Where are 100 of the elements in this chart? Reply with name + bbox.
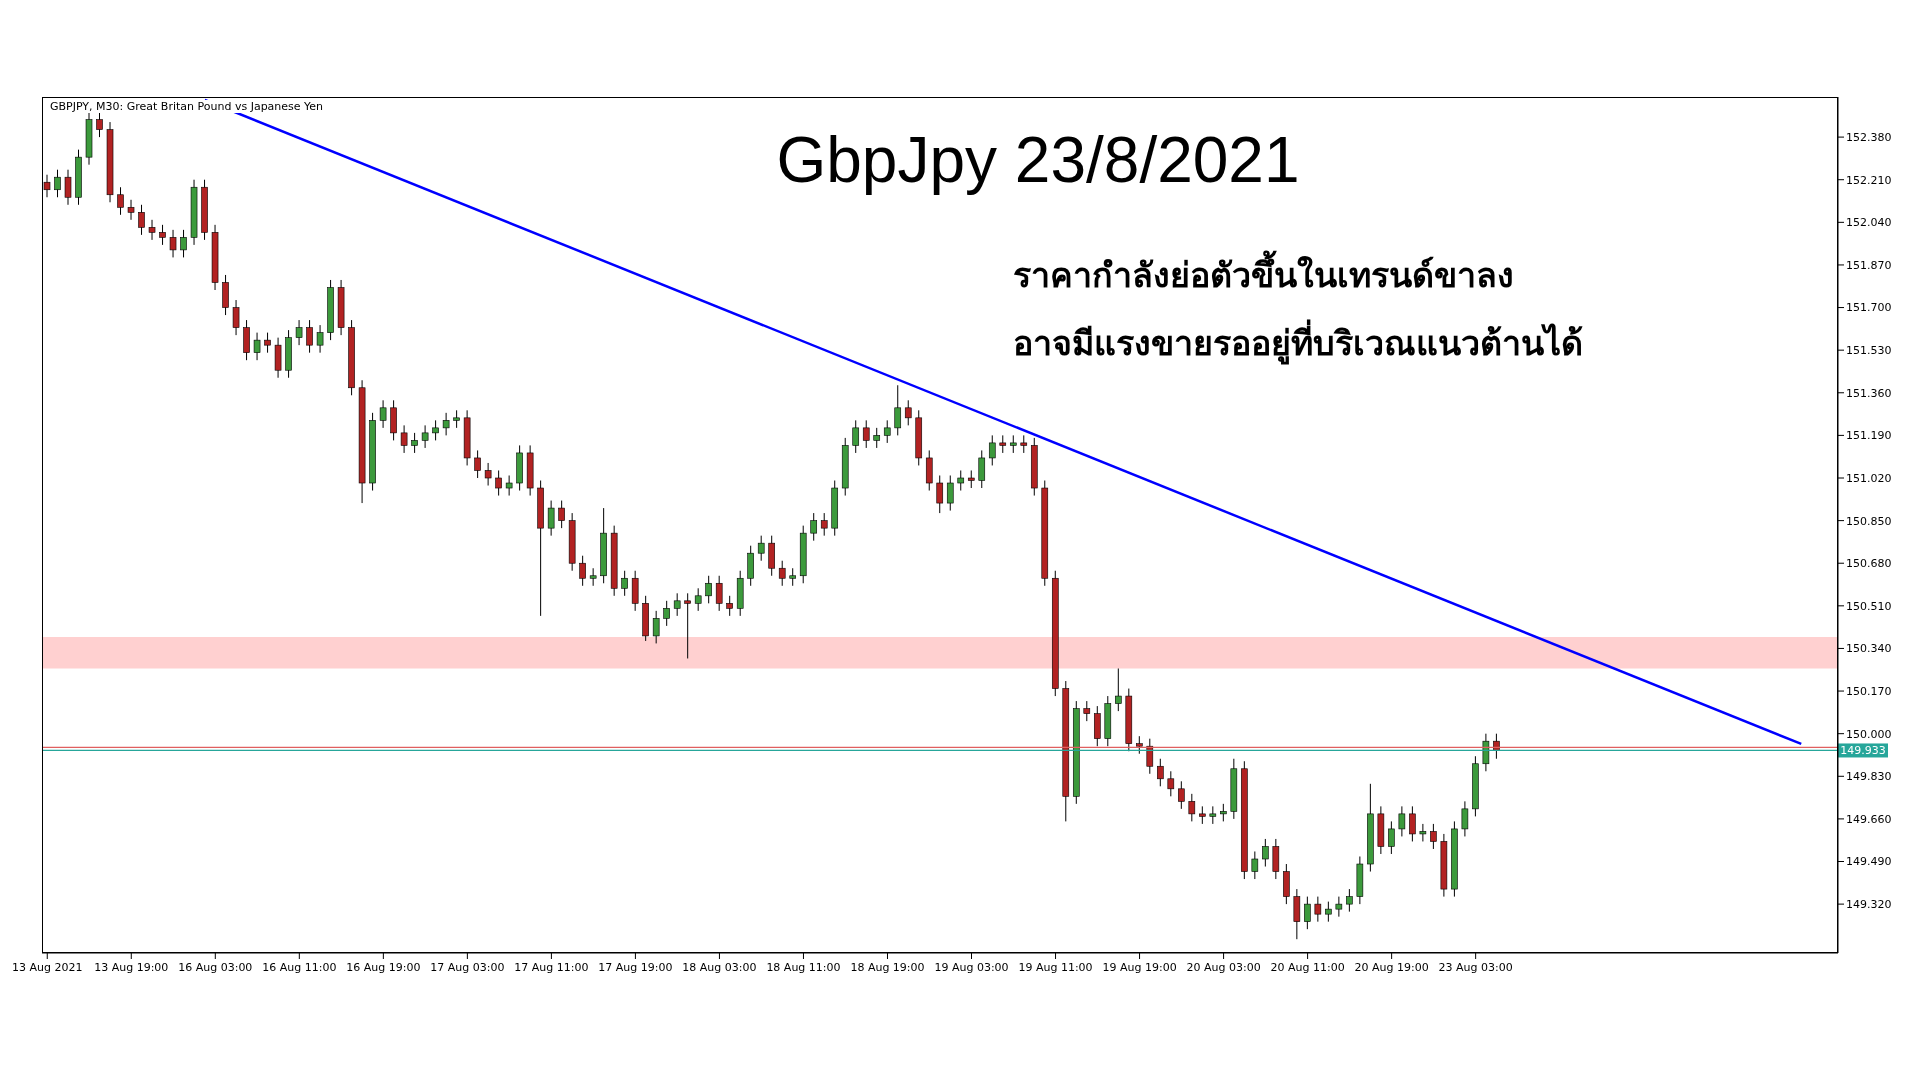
- candlestick: [169, 229, 177, 258]
- x-tick-label: 20 Aug 03:00: [1186, 961, 1261, 974]
- y-tick-label: 151.190: [1846, 429, 1892, 443]
- candlestick: [295, 319, 303, 346]
- candlestick: [684, 592, 691, 659]
- candlestick: [1167, 770, 1175, 797]
- candlestick: [1146, 738, 1154, 775]
- candlestick: [442, 412, 450, 436]
- y-tick-label: 149.320: [1846, 898, 1892, 912]
- y-tick-label: 150.170: [1846, 684, 1892, 698]
- candlestick: [820, 512, 828, 537]
- y-tick-label: 152.040: [1846, 216, 1892, 230]
- y-tick-label: 149.660: [1846, 812, 1892, 826]
- candlestick: [673, 592, 681, 617]
- candlestick: [957, 469, 965, 492]
- candlestick: [159, 224, 166, 246]
- candlestick: [1178, 780, 1185, 810]
- candlestick: [232, 299, 240, 336]
- x-tick-label: 18 Aug 19:00: [850, 961, 925, 974]
- candlestick: [1115, 668, 1122, 712]
- candlestick: [726, 595, 733, 617]
- candlestick: [1314, 896, 1322, 923]
- candlestick: [1409, 805, 1416, 842]
- candlestick: [1251, 850, 1259, 880]
- candlestick: [264, 332, 271, 354]
- y-tick-label: 149.830: [1846, 770, 1892, 784]
- candlestick: [1461, 800, 1469, 837]
- candlestick: [1388, 820, 1395, 855]
- candlestick: [1398, 805, 1406, 837]
- candlestick: [96, 111, 103, 138]
- candlestick: [379, 399, 387, 429]
- candlestick: [547, 500, 555, 537]
- y-tick-label: 152.210: [1846, 173, 1892, 187]
- candlestick: [663, 600, 670, 627]
- y-tick-label: 151.700: [1846, 301, 1892, 315]
- x-tick-label: 19 Aug 03:00: [934, 961, 1009, 974]
- candlestick: [148, 219, 156, 241]
- x-tick-label: 16 Aug 11:00: [262, 961, 337, 974]
- candlestick: [1335, 896, 1343, 918]
- candlestick: [579, 555, 586, 587]
- candlestick: [1482, 733, 1490, 772]
- ref-line-label: 149.933: [1840, 744, 1886, 758]
- candlestick: [852, 419, 860, 454]
- chart-title: GbpJpy 23/8/2021: [775, 123, 1301, 197]
- candlestick: [894, 384, 902, 436]
- y-tick-label: 150.000: [1846, 727, 1892, 741]
- candlestick: [400, 424, 408, 454]
- x-tick-label: 23 Aug 03:00: [1438, 961, 1513, 974]
- x-tick-label: 18 Aug 11:00: [766, 961, 841, 974]
- candlestick: [411, 432, 418, 454]
- candlestick: [694, 587, 702, 612]
- candlestick: [316, 324, 324, 354]
- x-tick-label: 20 Aug 19:00: [1354, 961, 1429, 974]
- x-tick-label: 13 Aug 19:00: [94, 961, 169, 974]
- y-tick-label: 151.360: [1846, 386, 1892, 400]
- candlestick: [810, 512, 818, 542]
- y-tick-label: 149.490: [1846, 855, 1892, 869]
- candlestick: [1430, 823, 1437, 850]
- x-tick-label: 17 Aug 11:00: [514, 961, 589, 974]
- candlestick: [705, 575, 712, 604]
- candlestick: [621, 570, 628, 597]
- annotation: ราคากำลังย่อตัวขึ้นในเทรนด์ขาลง: [1013, 249, 1514, 297]
- candlestick: [180, 229, 187, 258]
- candlestick: [904, 399, 912, 426]
- candlestick: [54, 169, 61, 198]
- y-tick-label: 150.680: [1846, 557, 1892, 571]
- candlestick: [117, 186, 124, 216]
- candlestick: [1262, 838, 1269, 868]
- annotation: อาจมีแรงขายรออยู่ที่บริเวณแนวต้านได้: [1013, 318, 1583, 367]
- candlestick: [138, 204, 145, 236]
- candlestick: [421, 424, 429, 449]
- candlestick: [474, 449, 481, 479]
- candlestick: [484, 462, 492, 487]
- candlestick: [1157, 758, 1164, 787]
- x-tick-label: 16 Aug 19:00: [346, 961, 421, 974]
- candlestick: [306, 319, 313, 354]
- y-tick-label: 150.850: [1846, 514, 1892, 528]
- candlestick: [495, 469, 502, 497]
- candlestick: [946, 474, 954, 512]
- x-tick-label: 13 Aug 2021: [12, 961, 83, 974]
- candlestick: [862, 419, 870, 449]
- y-tick-label: 150.340: [1846, 642, 1892, 656]
- candlestick: [127, 199, 135, 221]
- y-tick-label: 150.510: [1846, 599, 1892, 613]
- x-tick-label: 20 Aug 11:00: [1270, 961, 1345, 974]
- candlestick: [978, 449, 986, 489]
- x-tick-label: 19 Aug 19:00: [1102, 961, 1177, 974]
- candlestick: [253, 332, 261, 361]
- y-tick-label: 151.530: [1846, 344, 1892, 358]
- candlestick: [558, 500, 565, 529]
- x-tick-label: 17 Aug 19:00: [598, 961, 673, 974]
- candlestick: [936, 474, 944, 514]
- candlestick: [715, 575, 723, 612]
- candlestick: [757, 535, 765, 562]
- x-tick-label: 17 Aug 03:00: [430, 961, 505, 974]
- candlestick: [652, 610, 660, 644]
- candlestick: [505, 474, 513, 497]
- candlestick: [1325, 901, 1332, 923]
- candlestick: [883, 419, 891, 444]
- candlestick: [64, 169, 72, 206]
